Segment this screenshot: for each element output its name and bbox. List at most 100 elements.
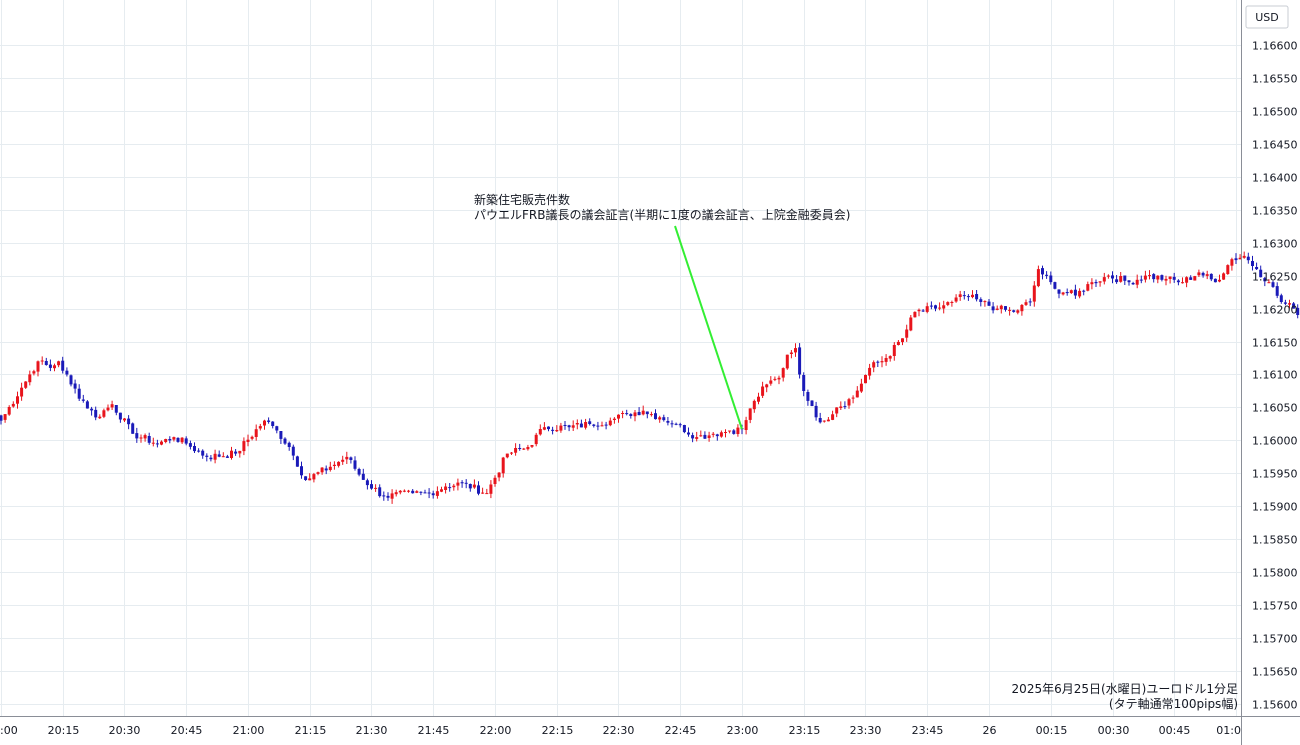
candle (250, 435, 254, 441)
candle-body (85, 401, 89, 409)
candle (254, 424, 258, 441)
candle-body (691, 435, 695, 439)
candle (1073, 284, 1077, 299)
candle (748, 408, 752, 424)
candle (831, 410, 835, 421)
candle-body (151, 442, 155, 444)
candle (814, 401, 818, 421)
candle-body (703, 434, 707, 439)
candle (588, 418, 592, 426)
candle (1209, 273, 1213, 282)
price-tick-label: 1.16050 (1252, 402, 1298, 415)
candle (69, 374, 73, 387)
candle (1148, 270, 1151, 280)
candle (357, 467, 361, 477)
candle-body (757, 396, 760, 402)
candle (1226, 264, 1230, 275)
time-tick-label: 23:15 (789, 724, 821, 737)
candle (876, 360, 880, 367)
candle-body (1115, 279, 1119, 283)
candle (510, 452, 513, 455)
candle (48, 359, 52, 372)
candle (1251, 255, 1254, 271)
candle-body (505, 453, 509, 458)
time-tick-label: 22:30 (603, 724, 635, 737)
candle (225, 454, 229, 458)
candle (724, 429, 727, 438)
candle (1201, 271, 1205, 278)
candle (579, 419, 583, 428)
candle-body (901, 338, 904, 343)
candle-body (258, 426, 262, 429)
candle (370, 480, 373, 490)
candle-body (736, 427, 740, 434)
candle-body (785, 354, 789, 369)
candle (234, 449, 238, 456)
candle (752, 399, 756, 413)
candle (135, 427, 139, 443)
candle (24, 381, 28, 389)
candle-body (493, 477, 497, 484)
candle (267, 417, 271, 424)
candle (864, 374, 867, 384)
candle-body (1094, 282, 1098, 284)
candle (238, 450, 242, 458)
candle-body (275, 426, 279, 431)
candle (390, 489, 394, 504)
time-tick-label: 23:00 (727, 724, 759, 737)
price-tick-label: 1.16400 (1252, 172, 1298, 185)
candle-body (1131, 283, 1135, 285)
time-tick-label: 20:15 (48, 724, 80, 737)
candle-body (374, 487, 378, 489)
candle-body (678, 424, 682, 426)
candle-body (131, 423, 135, 434)
candle-body (950, 302, 954, 303)
candle (612, 417, 616, 424)
candle (1160, 274, 1164, 282)
price-tick-label: 1.16550 (1252, 73, 1298, 86)
candle (905, 324, 909, 342)
candle (942, 300, 946, 314)
candle (909, 315, 913, 332)
candle (11, 401, 15, 408)
candle-body (370, 484, 373, 489)
candle-body (1275, 286, 1279, 296)
time-tick-label: 00:15 (1036, 724, 1068, 737)
candle (209, 455, 213, 462)
candle-body (999, 305, 1003, 310)
candle-body (818, 418, 822, 423)
candle (1275, 282, 1279, 299)
candle (1279, 293, 1283, 304)
candle-body (979, 299, 983, 302)
candlestick-series (0, 251, 1300, 504)
candle (143, 433, 147, 442)
candle (1193, 275, 1197, 281)
candle-body (176, 437, 180, 442)
candle (221, 452, 225, 458)
candle (522, 447, 526, 450)
candle (0, 414, 3, 425)
price-tick-label: 1.16150 (1252, 337, 1298, 350)
candle-body (822, 420, 826, 422)
currency-label-box: USD (1245, 5, 1289, 29)
candle (971, 290, 974, 299)
candle (785, 354, 789, 370)
candle (1086, 281, 1090, 292)
candle-body (621, 413, 625, 414)
candle (596, 421, 600, 431)
candle-body (1061, 292, 1065, 295)
candle (682, 424, 686, 434)
candle (979, 297, 983, 307)
candle-body (489, 484, 493, 494)
candle-body (217, 454, 221, 457)
candle-body (666, 421, 670, 423)
candle-body (917, 309, 921, 312)
candle-body (942, 305, 946, 309)
candle-body (160, 441, 163, 445)
candle-body (250, 436, 254, 439)
candle-body (1078, 290, 1082, 297)
candle-body (868, 367, 872, 376)
candle-body (1135, 279, 1139, 285)
candle (555, 425, 559, 432)
price-tick-label: 1.16450 (1252, 139, 1298, 152)
